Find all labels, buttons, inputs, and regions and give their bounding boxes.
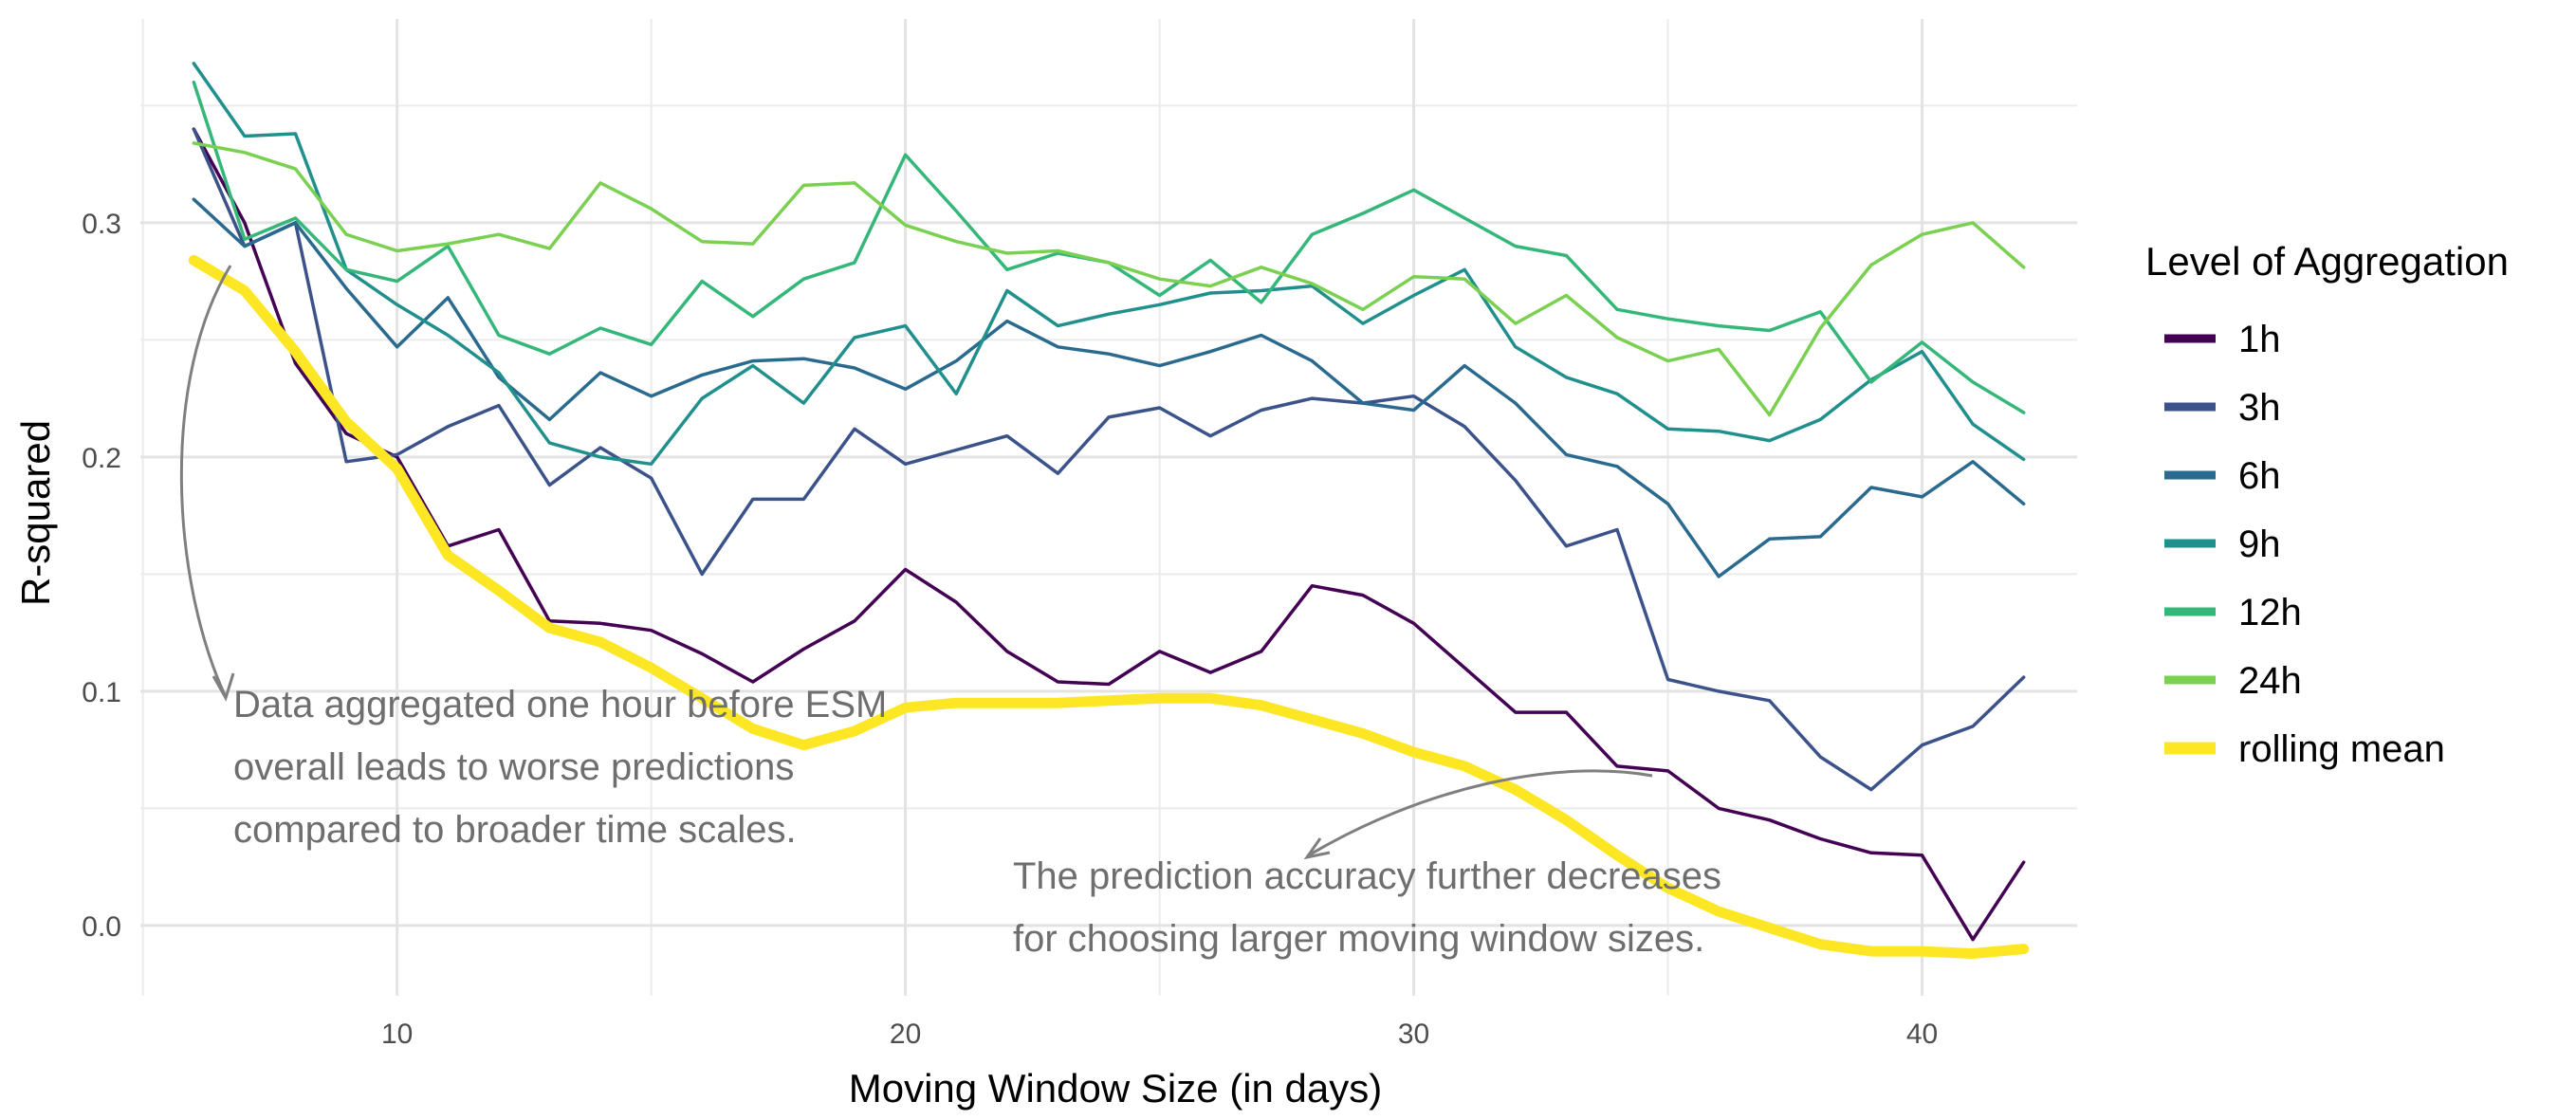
annotation-2: The prediction accuracy further decrease… [1013, 855, 1732, 960]
annotations: Data aggregated one hour before ESM over… [179, 265, 1732, 960]
annotation-1-line-2: overall leads to worse predictions [233, 746, 794, 788]
y-tick-label: 0.3 [82, 209, 121, 240]
series-line-3h [192, 127, 2026, 792]
x-tick-label: 20 [890, 1019, 921, 1050]
annotation-2-line-2: for choosing larger moving window sizes. [1013, 918, 1704, 960]
legend-label-6h: 6h [2238, 455, 2281, 497]
legend-label-9h: 9h [2238, 523, 2281, 565]
x-tick-label: 40 [1906, 1019, 1938, 1050]
annotation-2-line-1: The prediction accuracy further decrease… [1013, 855, 1721, 897]
annotation-1: Data aggregated one hour before ESM over… [233, 684, 897, 851]
annotation-arrowhead-right [1303, 837, 1331, 860]
grid [140, 19, 2077, 996]
y-axis-title: R-squared [13, 420, 58, 606]
series-line-6h [192, 197, 2026, 578]
legend-label-24h: 24h [2238, 660, 2302, 702]
legend-label-rolling-mean: rolling mean [2238, 728, 2445, 770]
annotation-1-line-1: Data aggregated one hour before ESM [233, 684, 887, 725]
annotation-arrow-left [179, 265, 232, 698]
annotation-arrow-right [1306, 769, 1653, 858]
legend-items: 1h 3h 6h 9h 12h 24h rolling mean [2164, 319, 2445, 770]
legend-label-1h: 1h [2238, 319, 2281, 360]
x-tick-label: 30 [1398, 1019, 1429, 1050]
x-tick-label: 10 [381, 1019, 413, 1050]
legend-label-12h: 12h [2238, 592, 2302, 633]
tick-labels: 10 20 30 40 0.0 0.1 0.2 0.3 [82, 209, 1938, 1050]
legend-title: Level of Aggregation [2145, 239, 2509, 284]
series-line-rolling-mean [188, 254, 2030, 959]
annotation-arrowhead-left [212, 672, 235, 702]
series-line-9h [192, 62, 2026, 467]
series-line-24h [192, 141, 2026, 417]
legend-label-3h: 3h [2238, 387, 2281, 429]
annotation-1-line-3: compared to broader time scales. [233, 809, 797, 851]
y-tick-label: 0.0 [82, 911, 121, 943]
legend: Level of Aggregation 1h 3h 6h 9h 12h 24h rolli… [2145, 239, 2509, 770]
x-axis-title: Moving Window Size (in days) [849, 1066, 1383, 1111]
y-tick-label: 0.2 [82, 443, 121, 474]
series-line-1h [192, 127, 2026, 942]
series-lines [188, 62, 2030, 959]
y-tick-label: 0.1 [82, 677, 121, 708]
